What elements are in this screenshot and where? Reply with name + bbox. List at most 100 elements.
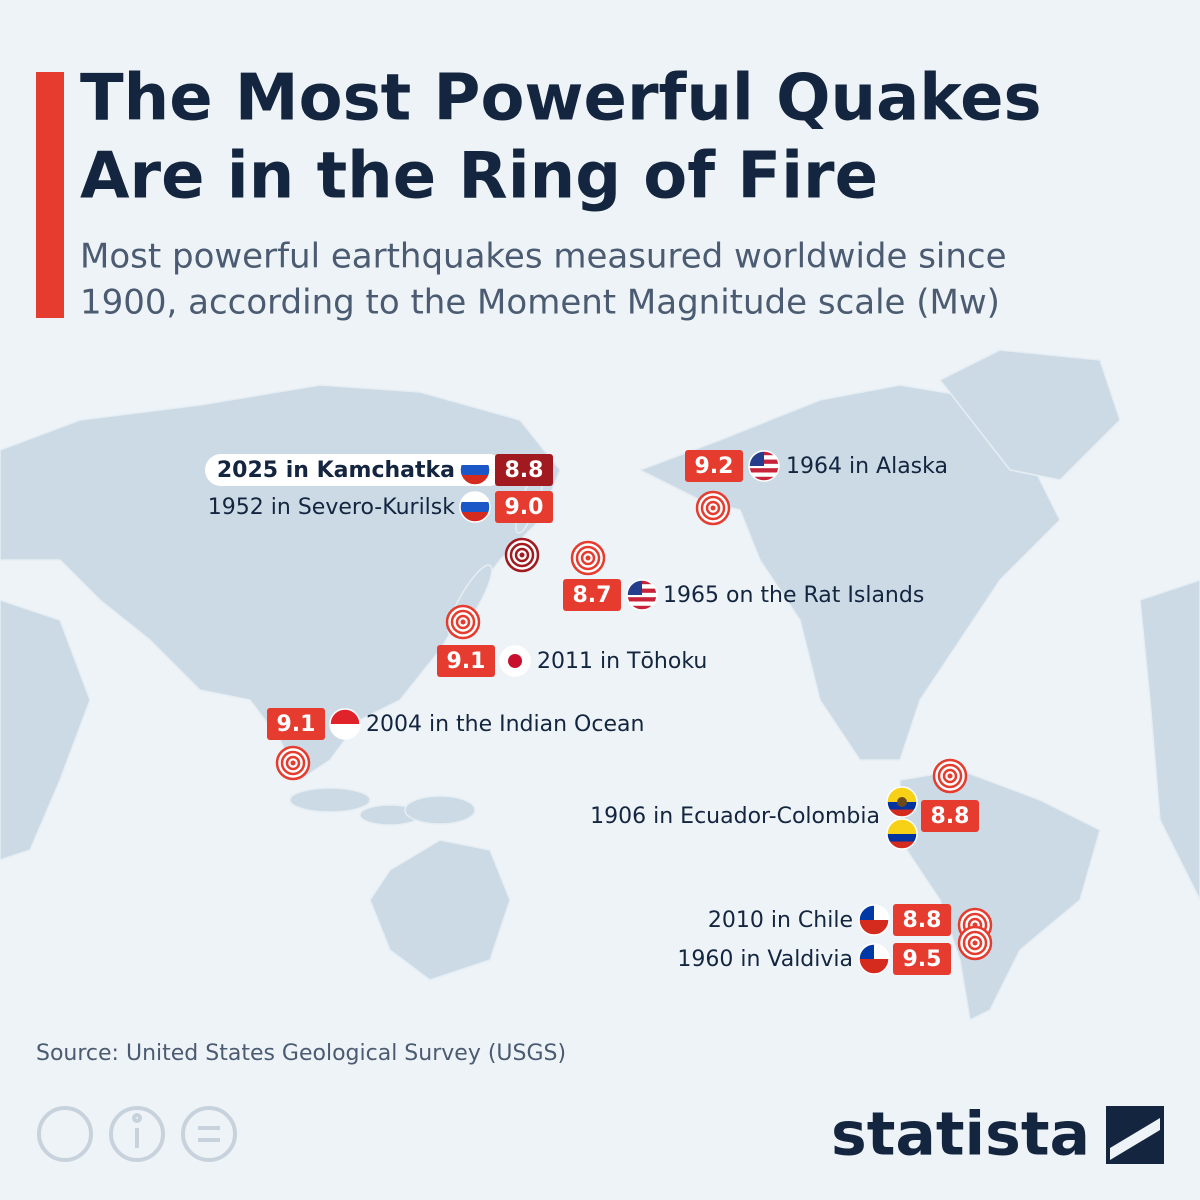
quake-label: 1906 in Ecuador-Colombia — [590, 804, 880, 829]
flag-stripe — [859, 920, 889, 935]
brand-icon-stripe — [1110, 1118, 1160, 1160]
magnitude-badge — [495, 491, 553, 523]
flag-stripe — [330, 709, 360, 724]
magnitude-badge — [893, 943, 951, 975]
ring-center — [460, 619, 466, 625]
flag-stripe — [460, 455, 490, 465]
ring-center — [290, 760, 296, 766]
magnitude-badge — [437, 645, 495, 677]
quake-marker — [445, 604, 481, 640]
quake-label: 1964 in Alaska — [786, 454, 948, 479]
quake-label: 2004 in the Indian Ocean — [366, 712, 644, 737]
flag-border — [858, 904, 890, 936]
license-icons — [37, 1106, 237, 1162]
ring — [509, 542, 535, 568]
flag-stripe — [460, 492, 490, 502]
flag — [886, 818, 918, 850]
magnitude: 9.2 — [695, 454, 734, 479]
ring — [285, 755, 301, 771]
flag-border — [499, 645, 531, 677]
brand[interactable]: statista — [831, 1100, 1090, 1170]
flag-body — [749, 451, 779, 481]
magnitude: 8.8 — [505, 458, 544, 483]
ring — [580, 550, 596, 566]
flag-body — [627, 580, 657, 610]
ring — [280, 750, 306, 776]
quake-marker — [275, 745, 311, 781]
flag-stripe — [887, 819, 917, 834]
flag-border — [459, 454, 491, 486]
flag-stripe — [749, 468, 779, 473]
flag-stripe — [627, 605, 657, 610]
flag-body — [500, 646, 530, 676]
flag-border — [858, 943, 890, 975]
quake-label: 2025 in Kamchatka — [217, 458, 455, 483]
magnitude: 9.1 — [447, 649, 486, 674]
flag-border — [886, 786, 918, 818]
ring-center — [710, 505, 716, 511]
flag-body — [859, 944, 889, 974]
ring — [705, 500, 721, 516]
title: The Most Powerful Quakes — [80, 62, 1042, 136]
subtitle: Most powerful earthquakes measured world… — [80, 237, 1007, 277]
flag-stripe — [887, 834, 917, 842]
ring-center — [585, 555, 591, 561]
magnitude: 8.7 — [573, 583, 612, 608]
quake-marker — [932, 758, 968, 794]
accent-bar — [36, 72, 64, 318]
magnitude-badge — [267, 708, 325, 740]
flag-stripe — [887, 787, 917, 802]
flag-body — [330, 709, 360, 739]
flag — [626, 579, 658, 611]
flag-stripe — [460, 512, 490, 522]
flag-stripe — [859, 959, 889, 974]
flag-stripe — [330, 724, 360, 739]
flag-stripe — [887, 841, 917, 849]
flag — [886, 786, 918, 818]
ring — [455, 614, 471, 630]
ring — [962, 930, 988, 956]
flag-dot — [508, 654, 522, 668]
quake-marker — [570, 540, 606, 576]
quake-label: 1952 in Severo-Kurilsk — [208, 495, 455, 520]
flag — [459, 491, 491, 523]
flag-stripe — [627, 601, 657, 606]
flag-emblem — [897, 797, 907, 807]
title: Are in the Ring of Fire — [80, 140, 878, 214]
quake-layer: 2025 in Kamchatka 8.8 1952 in Severo-Kuril… — [205, 450, 993, 975]
flag-stripe — [887, 809, 917, 817]
flag — [858, 904, 890, 936]
flag — [329, 708, 361, 740]
quake-label: 2010 in Chile — [708, 908, 853, 933]
ring — [942, 768, 958, 784]
flag-body — [859, 905, 889, 935]
flag-stripe — [460, 465, 490, 475]
flag-stripe — [627, 597, 657, 602]
flag-border — [886, 818, 918, 850]
flag-body — [460, 492, 490, 522]
flag-border — [748, 450, 780, 482]
ring — [937, 763, 963, 789]
magnitude-badge — [685, 450, 743, 482]
flag-stripe — [749, 472, 779, 477]
flag-body — [887, 819, 917, 849]
highlight-pill — [205, 454, 505, 486]
flag-stripe — [627, 592, 657, 598]
quake-label: 1960 in Valdivia — [677, 947, 853, 972]
flag — [459, 454, 491, 486]
flag-border — [329, 708, 361, 740]
quake-marker — [957, 925, 993, 961]
ring-center — [519, 552, 525, 558]
quake-label: 1965 on the Rat Islands — [663, 583, 924, 608]
magnitude-badge — [921, 800, 979, 832]
quake-label: 2011 in Tōhoku — [537, 649, 707, 674]
magnitude: 8.8 — [903, 908, 942, 933]
flag-body — [887, 787, 917, 817]
ring — [575, 545, 601, 571]
quake-marker — [504, 537, 540, 573]
quake-marker — [695, 490, 731, 526]
magnitude: 9.5 — [903, 947, 942, 972]
flag-stripe — [460, 475, 490, 485]
